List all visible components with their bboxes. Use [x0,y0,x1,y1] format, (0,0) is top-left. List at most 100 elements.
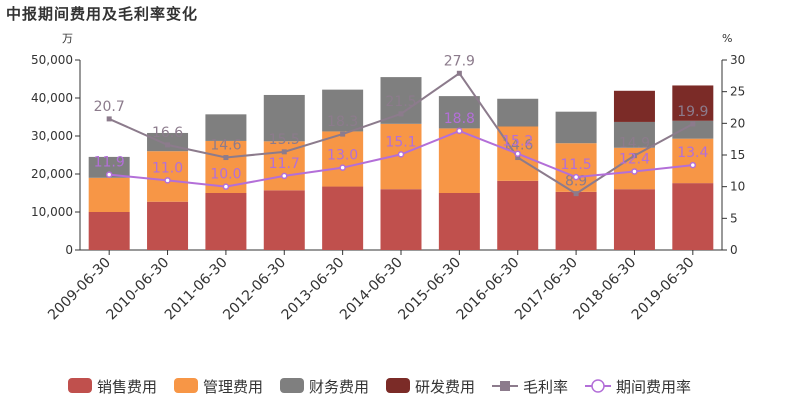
y-tick-label-right: 15 [730,148,745,162]
legend-label: 销售费用 [97,378,157,396]
bar-segment [555,191,597,250]
data-label: 11.0 [152,160,183,176]
legend-swatch [68,378,92,393]
line-point-circle [456,127,463,135]
data-label: 20.7 [94,99,125,115]
bar-segment [263,190,305,250]
legend-label: 管理费用 [203,378,263,396]
y-tick-label-right: 10 [730,180,745,194]
y-tick-label-left: 40,000 [31,91,73,105]
bar-segment [380,189,422,250]
y-tick-label-left: 0 [65,243,73,257]
data-label: 21.5 [385,94,416,110]
data-label: 27.9 [444,53,475,69]
line-point-square [281,149,287,155]
line-point-circle [105,171,113,178]
data-label: 15.1 [385,134,416,150]
line-point-square [398,111,404,117]
bar-segment [555,111,597,144]
line-point-square [223,155,229,161]
data-label: 11.5 [561,157,592,173]
line-point-circle [164,177,171,184]
line-point-square [573,191,579,197]
legend-swatch [280,378,304,393]
bar-segment [322,89,364,132]
data-label: 10.0 [210,167,241,183]
line-point-circle [397,151,405,158]
line-point-square [165,142,171,148]
line-point-circle [631,168,638,175]
line-point-square [690,121,696,127]
bar-segment [88,212,130,250]
legend-marker-square [500,381,510,391]
line-point-square [340,131,346,137]
y-tick-label-left: 20,000 [31,167,73,181]
legend-label: 期间费用率 [616,378,691,396]
bar-segment [322,131,364,187]
data-label: 19.9 [677,104,708,120]
data-label: 14.6 [210,138,241,154]
bar-segment [613,189,655,250]
y-axis-left-unit: 万 [62,32,73,45]
bar-segment [88,177,130,212]
line-point-circle [222,183,230,190]
bar-segment [438,128,480,193]
bar-segment [672,138,714,184]
bar-segment [613,121,655,148]
bar-segment [672,183,714,250]
bar-segment [205,114,247,141]
data-label: 12.4 [619,151,650,167]
line-point-square [515,155,521,161]
bar-segment [438,96,480,129]
legend-swatch [386,378,410,393]
x-tick-label: 2019-06-30 [629,255,698,324]
y-tick-label-left: 10,000 [31,205,73,219]
data-label: 11.7 [269,156,300,172]
bar-segment [438,193,480,250]
y-tick-label-right: 30 [730,53,745,67]
legend-label: 财务费用 [309,378,369,396]
data-label: 18.3 [327,114,358,130]
chart-title: 中报期间费用及毛利率变化 [6,5,199,23]
line-point-square [456,70,462,76]
legend-marker-circle [591,379,605,393]
y-axis-right-unit: % [722,32,732,45]
y-tick-label-right: 20 [730,116,745,130]
bar-segment [497,180,539,250]
data-label: 16.6 [152,125,183,141]
data-label: 15.5 [269,132,300,148]
bar-segment [263,94,305,142]
y-tick-label-right: 0 [730,243,738,257]
y-tick-label-right: 5 [730,211,738,225]
data-label: 11.9 [94,155,125,171]
data-label: 14.6 [502,138,533,154]
data-label: 13.4 [677,145,708,161]
legend-label: 毛利率 [523,378,568,396]
line-point-circle [689,161,697,169]
data-label: 14.9 [619,136,650,152]
line-point-circle [281,172,288,180]
bar-segment [205,193,247,250]
bar-segment [672,85,714,121]
bar-segment [613,90,655,122]
bar-segment [88,156,130,178]
data-label: 15.2 [502,134,533,150]
y-tick-label-right: 25 [730,85,745,99]
y-tick-label-left: 30,000 [31,129,73,143]
line-point-circle [514,150,521,157]
line-point-square [106,116,112,122]
line-point-circle [572,173,580,181]
bar-segment [147,201,189,250]
bar-segment [147,151,189,202]
bar-segment [672,120,714,139]
bar-segment [322,186,364,250]
line-point-circle [339,164,346,171]
legend-label: 研发费用 [415,378,475,396]
data-label: 18.8 [444,111,475,127]
data-label: 8.9 [565,174,587,190]
data-label: 13.0 [327,148,358,164]
y-tick-label-left: 50,000 [31,53,73,67]
legend-swatch [174,378,198,393]
bar-segment [497,98,539,127]
